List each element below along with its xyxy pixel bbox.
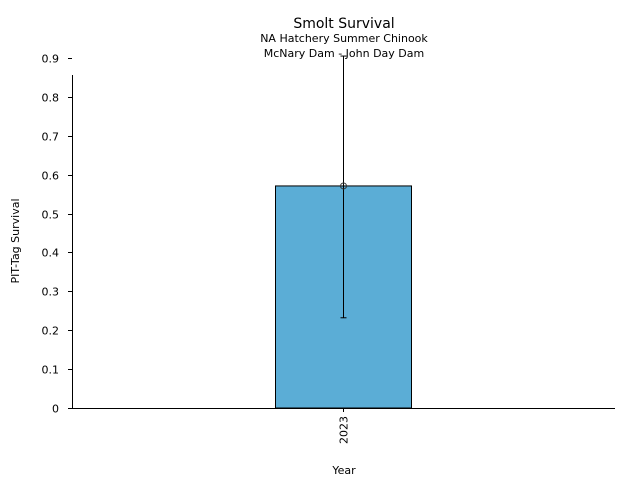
y-tick-label: 0.5 xyxy=(42,209,60,222)
y-tick-label: 0.2 xyxy=(42,325,60,338)
chart-subtitle-2: McNary Dam - John Day Dam xyxy=(264,47,424,60)
y-tick-label: 0.1 xyxy=(42,364,60,377)
y-tick-label: 0.9 xyxy=(42,53,60,66)
x-tick-label: 2023 xyxy=(338,416,351,444)
y-tick-label: 0.7 xyxy=(42,131,60,144)
bars xyxy=(275,55,412,409)
point-marker xyxy=(340,182,347,190)
y-axis-label: PIT-Tag Survival xyxy=(9,198,22,283)
chart-subtitle-1: NA Hatchery Summer Chinook xyxy=(260,32,428,45)
y-tick-label: 0.6 xyxy=(42,170,60,183)
y-tick-label: 0.3 xyxy=(42,286,60,299)
chart-title: Smolt Survival xyxy=(293,16,394,32)
y-tick-label: 0 xyxy=(52,403,59,416)
y-axis-ticks: 0 0.1 0.2 0.3 0.4 0.5 0.6 0.7 0.8 0.9 xyxy=(42,53,72,416)
y-tick-label: 0.8 xyxy=(42,92,60,105)
x-axis-label: Year xyxy=(331,464,356,477)
y-tick-label: 0.4 xyxy=(42,247,60,260)
x-axis-ticks: 2023 xyxy=(338,408,351,444)
